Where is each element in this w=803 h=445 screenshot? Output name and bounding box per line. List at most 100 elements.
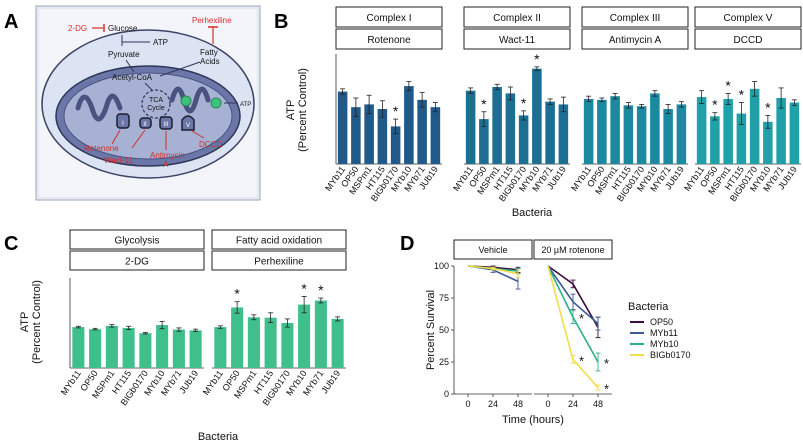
bar-JUb19 xyxy=(189,330,202,368)
facet-label: 20 µM rotenone xyxy=(541,245,604,255)
tca-cycle-ring xyxy=(141,89,171,119)
significance-star: * xyxy=(393,103,399,119)
atp-small-label: ATP xyxy=(240,102,251,108)
legend-entry: OP50 xyxy=(650,317,673,327)
significance-star: * xyxy=(765,99,771,115)
y-tick-label: 75 xyxy=(439,293,449,303)
y-axis-label: Percent Survival xyxy=(425,290,437,370)
panel-label-a: A xyxy=(4,11,18,33)
y-axis-label-line2: (Percent Control) xyxy=(31,280,43,364)
facet-strip-treatment xyxy=(335,28,443,50)
panel-b-chart: ATP(Percent Control)0255075100BacteriaCo… xyxy=(285,6,802,219)
wact-label: Wact-11 xyxy=(104,156,133,165)
facet-treatment-label: Antimycin A xyxy=(609,35,662,46)
antimycin-label-2: A xyxy=(163,160,169,169)
bar-MYb10 xyxy=(763,121,773,164)
x-tick-label: 24 xyxy=(488,399,498,409)
x-axis-label: Time (hours) xyxy=(502,414,564,426)
legend-entry: MYb10 xyxy=(650,339,679,349)
rotenone-pointer xyxy=(111,129,121,145)
facet-treatment-label: Perhexiline xyxy=(254,257,304,268)
facet-strip-treatment xyxy=(69,250,205,271)
significance-star: * xyxy=(534,51,540,67)
schematic-inner-frame xyxy=(37,7,259,199)
facet-strip-treatment xyxy=(694,28,802,50)
y-tick-label: 25 xyxy=(439,357,449,367)
y-axis-label-line1: ATP xyxy=(19,312,31,333)
bar-MYb11 xyxy=(583,98,594,164)
facet-strip-group xyxy=(335,6,443,28)
significance-star: * xyxy=(318,282,324,298)
atp-synthase-dot-2 xyxy=(210,97,222,109)
facet-strip-treatment xyxy=(581,28,689,50)
facet-strip-treatment xyxy=(211,250,347,271)
bar-JUb19 xyxy=(789,102,800,164)
facet-strip-group xyxy=(69,229,205,250)
y-axis-label-line2: (Percent Control) xyxy=(297,68,309,152)
facet-group-label: Complex V xyxy=(724,13,773,24)
bar-MYb71 xyxy=(172,329,185,368)
bar-BIGb0170 xyxy=(390,126,401,164)
pyruvate-label: Pyruvate xyxy=(108,50,140,59)
bar-HT115 xyxy=(264,317,277,368)
atp-synthase-dot-1 xyxy=(180,95,192,107)
x-tick-label: 24 xyxy=(568,399,578,409)
complex-iii xyxy=(159,116,173,130)
tca-label: TCA xyxy=(149,97,163,104)
bar-MSPm1 xyxy=(723,98,733,164)
panel-c-chart: ATP(Percent Control)050100150200Bacteria… xyxy=(19,229,347,443)
legend-entry: BIGb0170 xyxy=(650,350,691,360)
complex-ii-label: II xyxy=(143,122,147,128)
complex-i xyxy=(116,113,130,129)
panel-d-chart: Percent Survival 0 25 50 75 100 Time (hours) Ve… xyxy=(425,239,691,426)
x-tick-label: 0 xyxy=(545,399,550,409)
facet-strip xyxy=(453,239,533,260)
facet-strip-group xyxy=(211,229,347,250)
bar-BIGb0170 xyxy=(636,106,647,164)
bar-HT115 xyxy=(736,113,747,164)
significance-star: * xyxy=(604,382,609,397)
complex-v xyxy=(181,115,195,131)
bar-MYb71 xyxy=(314,300,327,368)
bar-JUb19 xyxy=(676,104,687,164)
facet-label: Vehicle xyxy=(478,245,507,255)
significance-star: * xyxy=(481,96,487,112)
dccd-pointer xyxy=(191,130,205,139)
bar-MYb71 xyxy=(663,109,673,164)
fatty-acid-arrow xyxy=(159,61,201,77)
dccd-label: DCCD xyxy=(199,140,222,149)
facet-group-label: Complex III xyxy=(610,13,661,24)
bar-MYb10 xyxy=(298,304,311,368)
y-tick-label: 0 xyxy=(444,389,449,399)
bar-OP50 xyxy=(710,116,720,164)
facet-group-label: Fatty acid oxidation xyxy=(236,236,322,247)
bar-MYb10 xyxy=(404,86,414,164)
significance-star: * xyxy=(739,87,745,103)
significance-star: * xyxy=(579,311,584,326)
legend-entry: MYb11 xyxy=(650,328,678,338)
mitochondria-schematic: TCA Cycle 2-DG Glucose Perhexiline ATP P… xyxy=(35,5,261,201)
panel-label-d: D xyxy=(400,233,414,255)
facet-group-label: Complex II xyxy=(493,13,541,24)
bar-BIGb0170 xyxy=(281,323,294,368)
facet-strip-treatment xyxy=(463,28,571,50)
x-axis-label: Bacteria xyxy=(198,431,239,443)
bar-MSPm1 xyxy=(492,87,502,164)
y-tick-label: 100 xyxy=(434,261,449,271)
bar-HT115 xyxy=(505,93,516,164)
bar-BIGb0170 xyxy=(518,115,529,164)
bar-MYb71 xyxy=(776,98,786,164)
significance-star: * xyxy=(712,97,718,113)
bar-MYb11 xyxy=(696,97,707,164)
facet-strip-group xyxy=(463,6,571,28)
facet-strip-group xyxy=(694,6,802,28)
wact-pointer xyxy=(131,129,146,149)
y-tick-label: 50 xyxy=(439,325,449,335)
bar-BIGb0170 xyxy=(139,333,152,368)
bar-MYb71 xyxy=(545,101,555,164)
fatty-label: Fatty xyxy=(200,48,218,57)
complex-v-label: V xyxy=(186,123,190,129)
significance-star: * xyxy=(234,286,240,302)
bar-MSPm1 xyxy=(364,104,374,164)
